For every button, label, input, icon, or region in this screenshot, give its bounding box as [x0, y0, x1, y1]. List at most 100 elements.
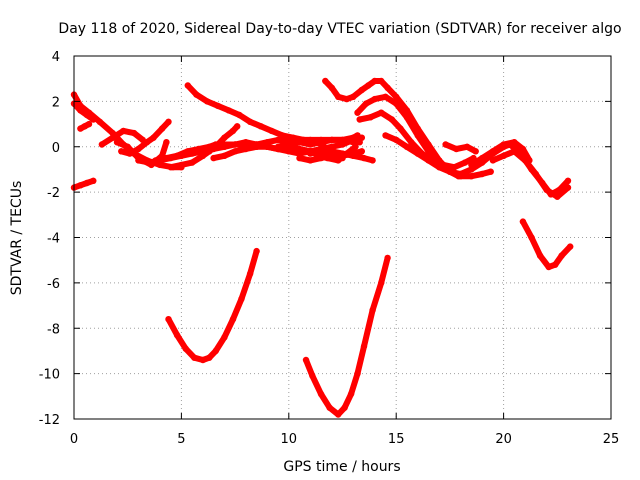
data-point [328, 148, 335, 155]
data-point [545, 263, 552, 271]
data-point [536, 252, 544, 259]
data-point [528, 234, 535, 241]
data-point [146, 159, 153, 166]
x-tick-label: 25 [603, 432, 620, 447]
data-point [195, 145, 202, 153]
data-point [519, 145, 527, 153]
data-point [393, 93, 400, 101]
data-point [489, 157, 497, 164]
data-point [257, 123, 265, 130]
data-point [378, 279, 385, 287]
data-point [204, 98, 211, 105]
data-point [225, 107, 232, 114]
axis-ticks: 0 5 10 15 20 25 -12 -10 -8 -6 -4 -2 0 2 4 [39, 50, 620, 447]
data-point [343, 95, 350, 103]
data-point [268, 127, 275, 135]
data-point [184, 82, 191, 89]
data-point [90, 177, 97, 184]
data-point [274, 136, 282, 144]
series-arc-1 [71, 177, 97, 191]
y-tick-label: 4 [52, 50, 60, 65]
y-tick-label: -2 [47, 186, 60, 201]
data-point [489, 148, 497, 155]
data-point [173, 152, 181, 159]
data-point [365, 82, 372, 89]
data-point [182, 345, 189, 352]
data-point [178, 161, 185, 169]
data-point [158, 125, 166, 132]
data-point [163, 154, 170, 162]
data-point [564, 177, 572, 184]
data-point [369, 306, 376, 314]
data-point [199, 356, 207, 364]
x-tick-label: 5 [177, 432, 185, 447]
data-point [382, 93, 389, 101]
data-point [163, 139, 170, 146]
data-point [564, 184, 572, 191]
data-point [414, 150, 421, 157]
data-point [307, 141, 314, 148]
data-point [231, 141, 239, 148]
data-point [354, 109, 361, 116]
data-point [339, 136, 346, 144]
data-point [378, 109, 385, 116]
data-point [274, 143, 282, 150]
y-tick-label: -6 [47, 277, 60, 292]
data-point [511, 148, 518, 155]
data-point [191, 354, 198, 361]
data-point [296, 150, 303, 157]
data-point [468, 161, 475, 169]
data-point [96, 118, 104, 126]
data-point [521, 157, 529, 164]
x-tick-label: 20 [495, 432, 512, 447]
series-arc-20 [442, 141, 479, 155]
data-point [143, 139, 151, 146]
data-point [221, 134, 228, 141]
data-point [442, 141, 449, 148]
data-point [210, 154, 217, 162]
data-point [478, 154, 486, 162]
data-point [393, 136, 400, 144]
data-point [221, 141, 228, 148]
data-point [206, 354, 213, 361]
data-point [289, 134, 297, 141]
data-point [238, 295, 245, 302]
data-point [229, 127, 237, 135]
data-point [352, 143, 359, 150]
data-point [109, 134, 116, 141]
data-point [354, 132, 361, 139]
x-tick-label: 15 [388, 432, 405, 447]
data-point [371, 95, 378, 103]
data-point [558, 252, 565, 259]
data-point [98, 141, 106, 148]
data-point [326, 404, 333, 411]
series-arc-23 [519, 218, 574, 270]
data-point [124, 143, 131, 150]
data-point [221, 152, 228, 159]
data-point [246, 270, 254, 277]
data-point [358, 148, 365, 155]
data-point [285, 141, 292, 148]
y-tick-label: 2 [52, 95, 60, 110]
data-point [264, 143, 271, 150]
data-point [408, 139, 415, 146]
data-point [165, 316, 172, 323]
data-point [173, 331, 181, 339]
series-arc-25 [303, 254, 391, 418]
data-point [317, 148, 325, 155]
data-point [468, 173, 475, 180]
data-point [341, 404, 348, 411]
data-point [425, 157, 432, 164]
data-point [446, 168, 454, 175]
data-point [567, 243, 574, 250]
data-point [436, 164, 443, 171]
data-point [335, 93, 342, 101]
data-point [309, 372, 316, 380]
y-tick-label: -12 [39, 413, 60, 428]
data-point [167, 164, 174, 171]
data-point [468, 166, 475, 173]
data-point [335, 411, 342, 418]
data-point [360, 343, 368, 350]
data-point [393, 100, 400, 107]
data-point [120, 127, 127, 135]
